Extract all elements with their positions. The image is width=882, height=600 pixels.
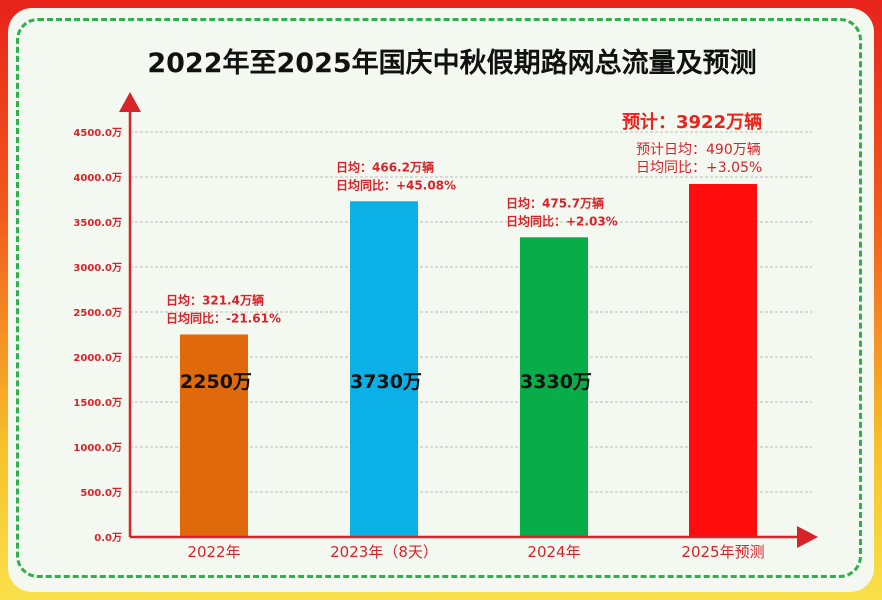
bar-value-label: 3330万	[520, 371, 592, 393]
labels: 0.0万 500.0万 1000.0万 1500.0万 2000.0万 2500.0万 30…	[73, 111, 764, 561]
annotation-line: 日均：475.7万辆	[506, 195, 604, 210]
y-tick-label: 2000.0万	[73, 352, 122, 364]
bar-value-label: 2250万	[180, 371, 252, 393]
y-tick-label: 500.0万	[80, 487, 122, 499]
x-category-label: 2024年	[527, 543, 580, 561]
annotation-line: 日均同比：+2.03%	[506, 213, 618, 228]
bars	[180, 184, 757, 538]
y-tick-label: 2500.0万	[73, 307, 122, 319]
y-tick-label: 4000.0万	[73, 172, 122, 184]
annotation-line: 预计日均：490万辆	[636, 142, 761, 158]
x-category-label: 2023年（8天）	[330, 543, 438, 561]
chart-title: 2022年至2025年国庆中秋假期路网总流量及预测	[147, 47, 756, 79]
x-axis-arrow	[797, 526, 818, 548]
y-tick-label: 4500.0万	[73, 127, 122, 139]
annotation-line: 日均：321.4万辆	[166, 293, 264, 308]
y-axis-arrow	[119, 92, 141, 112]
dashed-border	[16, 18, 862, 578]
y-tick-label: 1500.0万	[73, 397, 122, 409]
annotation-line: 日均同比：+3.05%	[636, 160, 762, 176]
bar	[180, 334, 248, 537]
forecast-total-label: 预计：3922万辆	[622, 111, 762, 133]
bar	[689, 184, 757, 537]
bar	[350, 201, 418, 538]
bar-value-label: 3730万	[350, 371, 422, 393]
y-tick-label: 3500.0万	[73, 217, 122, 229]
axes	[119, 92, 818, 548]
gridlines	[130, 131, 812, 493]
y-tick-label: 3000.0万	[73, 262, 122, 274]
x-category-label: 2022年	[187, 543, 240, 561]
y-tick-label: 0.0万	[94, 532, 122, 544]
annotation-line: 日均同比：+45.08%	[336, 177, 456, 192]
annotation-line: 日均：466.2万辆	[336, 159, 434, 174]
annotation-line: 日均同比：-21.61%	[166, 311, 281, 326]
y-tick-label: 1000.0万	[73, 442, 122, 454]
x-category-label: 2025年预测	[681, 543, 764, 561]
bar	[520, 237, 588, 538]
